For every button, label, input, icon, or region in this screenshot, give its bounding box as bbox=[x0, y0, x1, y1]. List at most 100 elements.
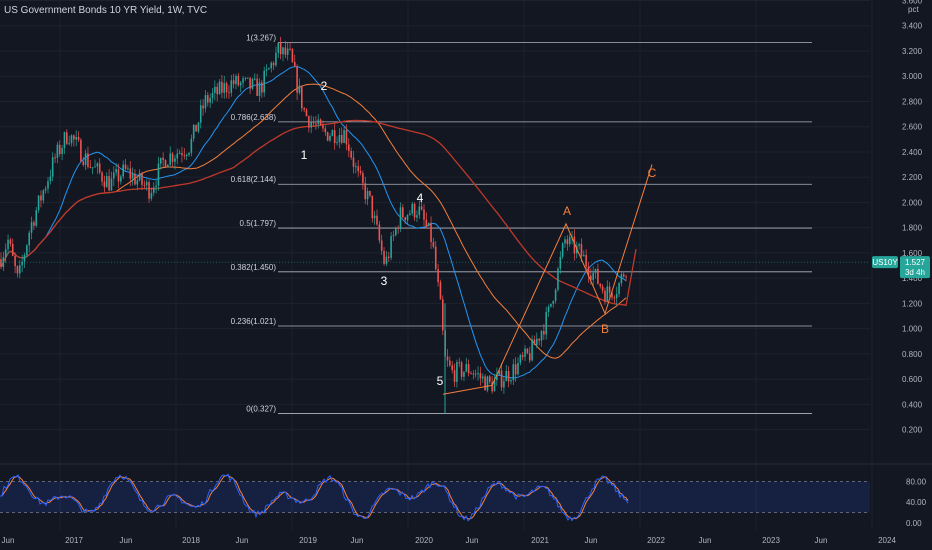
candle-body-182 bbox=[427, 222, 430, 226]
candle-body-186 bbox=[437, 269, 439, 283]
candle-body-143 bbox=[336, 142, 338, 144]
stoch-band bbox=[0, 481, 870, 513]
symbol-badge-text: US10Y bbox=[872, 258, 898, 267]
candle-body-83 bbox=[195, 124, 197, 132]
candle-body-132 bbox=[310, 121, 312, 128]
candle-body-145 bbox=[340, 134, 343, 143]
candle-body-14 bbox=[33, 222, 35, 226]
candle-body-255 bbox=[599, 283, 602, 287]
candle-body-113 bbox=[265, 69, 268, 71]
price-badge bbox=[900, 256, 930, 279]
candle-body-5 bbox=[11, 243, 14, 256]
candle-body-254 bbox=[597, 269, 599, 284]
candle-body-256 bbox=[601, 286, 604, 291]
candle-body-198 bbox=[465, 364, 468, 372]
candle-body-62 bbox=[145, 182, 148, 186]
y-tick-11: 1.400 bbox=[902, 274, 923, 283]
candle-body-37 bbox=[87, 153, 89, 167]
candle-body-207 bbox=[486, 376, 489, 391]
candle-body-109 bbox=[256, 78, 258, 96]
candle-body-92 bbox=[216, 86, 218, 95]
candle-body-216 bbox=[507, 370, 510, 382]
x-tick-14: Jun bbox=[815, 536, 828, 545]
candle-body-209 bbox=[491, 381, 493, 392]
candle-body-48 bbox=[113, 172, 115, 179]
candle-body-104 bbox=[244, 77, 247, 79]
candle-body-103 bbox=[242, 78, 244, 83]
candle-body-64 bbox=[150, 192, 153, 199]
y-tick-8: 2.000 bbox=[902, 198, 923, 207]
candle-body-156 bbox=[366, 190, 369, 200]
wave-label-A: A bbox=[563, 204, 571, 218]
candle-body-239 bbox=[561, 243, 564, 257]
chart-title: US Government Bonds 10 YR Yield, 1W, TVC bbox=[4, 5, 208, 16]
candle-body-0 bbox=[0, 259, 2, 267]
candle-body-175 bbox=[411, 203, 414, 214]
candle-body-234 bbox=[550, 303, 552, 307]
candle-body-8 bbox=[19, 265, 21, 274]
candle-body-228 bbox=[536, 338, 538, 345]
candle-body-39 bbox=[91, 167, 94, 169]
candle-body-123 bbox=[289, 48, 291, 50]
stochastic-panel[interactable] bbox=[0, 473, 870, 522]
candle-body-18 bbox=[42, 190, 45, 201]
candle-body-181 bbox=[425, 219, 428, 226]
candle-body-133 bbox=[312, 121, 315, 124]
candle-body-237 bbox=[557, 268, 559, 290]
candle-body-169 bbox=[397, 227, 399, 229]
candle-body-151 bbox=[355, 166, 357, 168]
candle-body-219 bbox=[514, 364, 517, 375]
osc-y-tick-1: 40.00 bbox=[906, 498, 927, 507]
abc-projection-line[interactable] bbox=[491, 164, 653, 386]
wave-5-base-line[interactable] bbox=[442, 384, 493, 395]
candle-body-138 bbox=[324, 128, 327, 133]
candle-body-183 bbox=[430, 222, 432, 243]
candle-body-244 bbox=[573, 236, 576, 254]
symbol-badge bbox=[872, 256, 898, 269]
ma-fast-line bbox=[0, 66, 627, 379]
x-tick-6: Jun bbox=[351, 536, 364, 545]
candle-body-96 bbox=[225, 83, 228, 93]
candle-body-50 bbox=[117, 169, 120, 182]
osc-y-tick-2: 0.00 bbox=[906, 519, 922, 528]
candle-body-190 bbox=[446, 356, 449, 361]
candle-body-75 bbox=[176, 153, 179, 159]
candle-body-27 bbox=[63, 132, 66, 148]
candle-body-266 bbox=[625, 276, 627, 278]
y-unit-label: pct bbox=[908, 5, 919, 14]
x-tick-13: 2023 bbox=[762, 536, 780, 545]
candle-body-146 bbox=[343, 130, 345, 143]
candle-body-140 bbox=[329, 135, 331, 141]
wave-lines[interactable] bbox=[442, 164, 653, 395]
candle-body-149 bbox=[350, 150, 352, 158]
y-tick-4: 2.800 bbox=[902, 97, 923, 106]
candle-body-35 bbox=[82, 161, 85, 165]
candle-body-87 bbox=[204, 95, 207, 109]
candle-body-257 bbox=[604, 290, 606, 302]
x-tick-3: 2018 bbox=[182, 536, 200, 545]
candle-body-164 bbox=[385, 256, 388, 264]
time-axis[interactable]: Jun 2017 Jun 2018 Jun 2019 Jun 2020 Jun 2021 Jun 20… bbox=[2, 536, 897, 545]
candle-body-15 bbox=[35, 210, 38, 226]
fib-retracement[interactable]: 1(3.267) 0.786(2.638) 0.618(2.144) 0.5(1.79… bbox=[231, 34, 812, 414]
candle-body-157 bbox=[369, 190, 371, 196]
y-tick-7: 2.200 bbox=[902, 173, 923, 182]
price-axis[interactable]: 3.600 3.400 3.200 3.000 2.800 2.600 2.400 2.200… bbox=[902, 0, 927, 528]
candle-body-177 bbox=[416, 215, 418, 218]
candle-body-213 bbox=[500, 370, 503, 388]
x-tick-15: 2024 bbox=[878, 536, 896, 545]
candle-body-197 bbox=[463, 371, 465, 377]
y-tick-3: 3.000 bbox=[902, 72, 923, 81]
wave-label-B: B bbox=[601, 322, 609, 336]
candle-body-211 bbox=[496, 374, 498, 381]
candle-body-91 bbox=[214, 86, 216, 93]
candle-body-93 bbox=[218, 81, 221, 95]
candle-body-166 bbox=[390, 236, 392, 258]
x-tick-11: 2022 bbox=[647, 536, 665, 545]
candle-body-168 bbox=[395, 227, 397, 236]
candle-body-68 bbox=[160, 157, 162, 164]
candle-body-230 bbox=[540, 330, 543, 341]
candle-body-154 bbox=[362, 173, 364, 184]
candle-body-90 bbox=[211, 92, 214, 98]
